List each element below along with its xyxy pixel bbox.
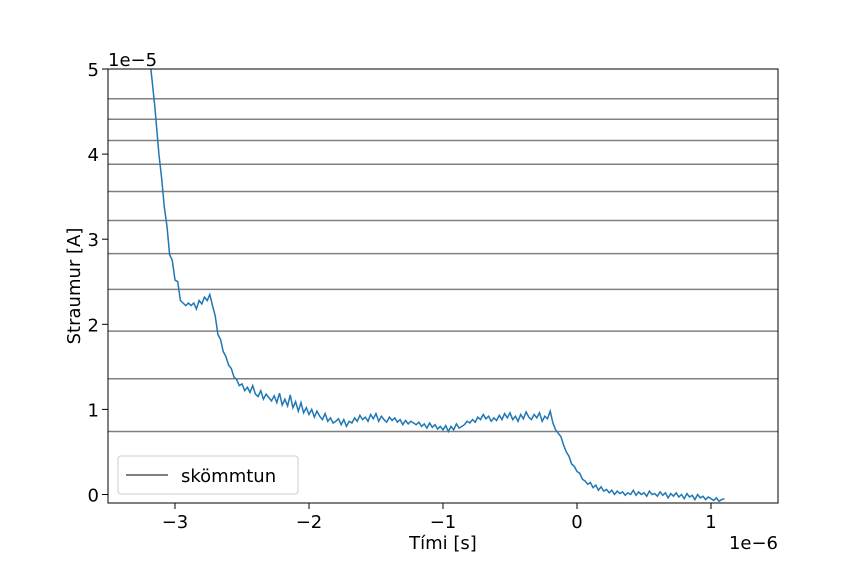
x-axis-ticks: −3 −2 −1 0 1 <box>162 503 717 533</box>
y-axis-offset-label: 1e−5 <box>108 50 157 71</box>
x-axis-offset-label: 1e−6 <box>729 533 778 554</box>
legend: skömmtun <box>117 455 299 495</box>
y-axis-ticks: 0 1 2 3 4 5 <box>88 60 108 506</box>
y-tick-label: 4 <box>88 145 99 166</box>
y-tick-label: 1 <box>88 400 99 421</box>
signal-line <box>150 69 725 503</box>
y-tick-label: 3 <box>88 230 99 251</box>
y-tick-label: 2 <box>88 315 99 336</box>
x-tick-label: −2 <box>296 512 323 533</box>
y-axis-label: Straumur [A] <box>64 228 85 345</box>
quantization-lines <box>108 98 778 433</box>
x-tick-label: −3 <box>162 512 189 533</box>
legend-box <box>117 455 299 495</box>
x-tick-label: −1 <box>430 512 457 533</box>
legend-entry-label: skömmtun <box>181 466 276 487</box>
x-tick-label: 1 <box>705 512 716 533</box>
x-axis-label: Tími [s] <box>408 533 477 554</box>
y-tick-label: 0 <box>88 485 99 506</box>
y-tick-label: 5 <box>88 60 99 81</box>
x-tick-label: 0 <box>571 512 582 533</box>
plot-area <box>108 69 778 503</box>
axes-frame <box>107 68 779 504</box>
